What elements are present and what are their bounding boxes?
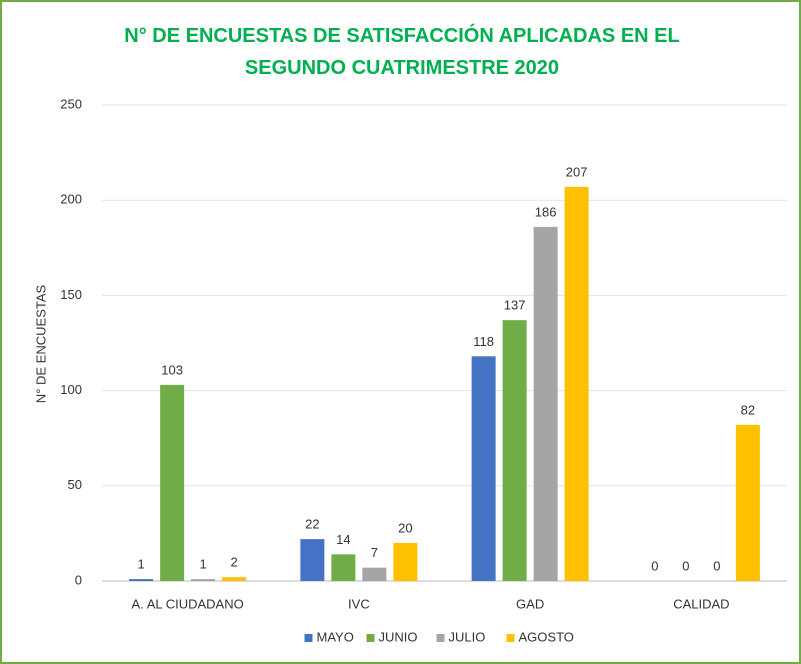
- data-label: 22: [305, 517, 319, 532]
- data-label: 1: [200, 557, 207, 572]
- bar: [222, 577, 247, 581]
- bar: [393, 542, 418, 581]
- y-tick-label: 0: [75, 572, 82, 587]
- data-label: 186: [535, 204, 557, 219]
- data-label: 7: [371, 545, 378, 560]
- y-tick-label: 250: [60, 96, 82, 111]
- bar: [471, 356, 496, 581]
- data-label: 14: [336, 532, 350, 547]
- legend-label: AGOSTO: [519, 629, 574, 644]
- x-tick-label: CALIDAD: [673, 596, 729, 611]
- legend-label: JULIO: [449, 629, 486, 644]
- x-tick-label: A. AL CIUDADANO: [132, 596, 244, 611]
- y-axis-label: N° DE ENCUESTAS: [33, 284, 48, 403]
- bar: [362, 567, 387, 581]
- data-label: 137: [504, 298, 526, 313]
- bar: [160, 384, 185, 581]
- data-label: 118: [473, 334, 494, 349]
- bar: [735, 424, 760, 581]
- data-label: 20: [398, 520, 412, 535]
- bar: [502, 320, 527, 581]
- y-tick-label: 200: [60, 192, 82, 207]
- data-label: 207: [566, 164, 588, 179]
- data-label: 0: [713, 558, 720, 573]
- data-label: 1: [138, 557, 145, 572]
- data-label: 0: [651, 558, 658, 573]
- legend-label: MAYO: [317, 629, 354, 644]
- chart-title: N° DE ENCUESTAS DE SATISFACCIÓN APLICADA…: [124, 25, 680, 79]
- data-label: 82: [741, 402, 755, 417]
- x-tick-label: GAD: [516, 596, 544, 611]
- data-label: 103: [161, 362, 183, 377]
- y-tick-label: 100: [60, 382, 82, 397]
- legend-swatch: [304, 634, 313, 642]
- bar: [564, 186, 589, 581]
- bar: [331, 554, 356, 581]
- bar: [129, 579, 154, 581]
- x-tick-label: IVC: [348, 596, 370, 611]
- bar: [533, 226, 558, 581]
- legend-swatch: [366, 634, 375, 642]
- legend-swatch: [506, 634, 515, 642]
- bar: [300, 539, 325, 581]
- y-tick-label: 50: [68, 477, 82, 492]
- data-label: 0: [682, 558, 689, 573]
- bar: [191, 579, 216, 581]
- y-tick-label: 150: [60, 287, 82, 302]
- legend-label: JUNIO: [379, 629, 418, 644]
- data-label: 2: [231, 555, 238, 570]
- legend-swatch: [436, 634, 445, 642]
